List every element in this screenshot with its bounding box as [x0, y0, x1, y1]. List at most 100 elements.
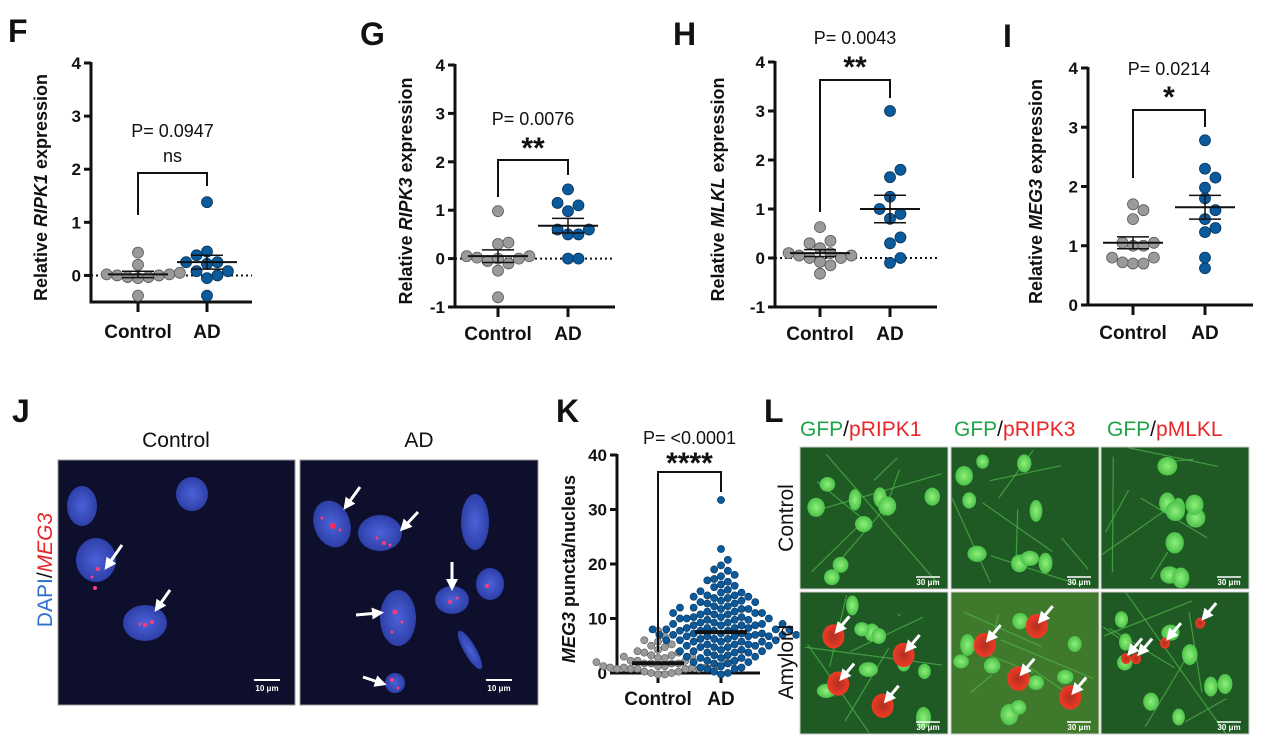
- y-axis-label-gene: MEG3: [1026, 179, 1046, 230]
- y-tick-label: 0: [436, 250, 445, 269]
- data-point-control: [814, 267, 826, 280]
- significance-label: ****: [666, 447, 713, 480]
- panel-label-h: H: [673, 16, 696, 52]
- chart-h: -1 0 1 2 3 4 Control AD Relative MLKL expression…: [708, 28, 937, 345]
- arrow-icon: [104, 544, 124, 570]
- data-point-control: [1148, 251, 1160, 264]
- significance-label: **: [843, 51, 867, 84]
- data-point-control: [492, 264, 504, 277]
- gfp-cell: [1172, 708, 1185, 726]
- neurite: [1101, 505, 1173, 555]
- image-background: [799, 446, 949, 590]
- data-point-ad: [676, 647, 684, 656]
- gfp-cell: [871, 628, 887, 644]
- neurite: [982, 502, 1053, 553]
- data-point-ad: [710, 575, 719, 583]
- l-row-label-amyloid: Amyloid: [775, 625, 798, 700]
- y-axis-label-suffix: expression: [31, 74, 51, 174]
- data-point-control: [803, 252, 816, 264]
- data-point-ad: [778, 630, 787, 639]
- gfp-cell: [1185, 494, 1204, 515]
- neurite: [951, 497, 992, 584]
- data-point-control: [660, 670, 669, 679]
- y-tick-label: 40: [588, 446, 607, 465]
- data-point-ad: [696, 635, 705, 643]
- data-point-ad: [730, 665, 739, 673]
- gfp-cell: [1172, 567, 1190, 589]
- gfp-cell: [1038, 552, 1053, 574]
- j-scale-bar-control: 10 μm: [255, 684, 278, 693]
- data-point-ad: [710, 651, 719, 660]
- data-point-ad: [201, 272, 213, 285]
- data-point-ad: [737, 654, 746, 662]
- data-point-ad: [696, 618, 705, 627]
- red-cell: [1131, 653, 1142, 665]
- neurite: [989, 465, 1062, 482]
- data-point-ad: [669, 620, 678, 628]
- neurite: [825, 453, 940, 586]
- gfp-cell: [1157, 456, 1178, 476]
- scale-bar-label: 30 μm: [1217, 723, 1240, 732]
- j-title-control: Control: [142, 429, 210, 452]
- data-point-ad: [689, 621, 698, 630]
- arrow-icon: [362, 675, 387, 687]
- data-point-control: [647, 669, 656, 677]
- data-point-ad: [669, 630, 678, 639]
- data-point-ad: [717, 545, 725, 553]
- y-tick-label: 4: [756, 53, 766, 72]
- gfp-cell: [924, 487, 941, 506]
- y-tick-label: 30: [588, 501, 607, 520]
- data-point-control: [647, 641, 656, 650]
- data-point-ad: [1199, 226, 1211, 239]
- data-point-ad: [717, 662, 725, 671]
- data-point-control: [619, 652, 628, 661]
- data-point-ad: [710, 659, 719, 668]
- data-point-ad: [676, 603, 684, 612]
- data-point-control: [606, 663, 615, 672]
- data-point-ad: [730, 607, 739, 616]
- data-point-ad: [730, 656, 739, 665]
- data-point-ad: [221, 265, 234, 278]
- data-point-ad: [689, 613, 698, 622]
- data-point-ad: [723, 651, 732, 660]
- data-point-ad: [696, 654, 705, 662]
- l-image-control-1: 30 μm: [799, 446, 949, 590]
- gfp-cell: [832, 556, 849, 573]
- chart-f: 0 1 2 3 4 Control AD Relative RIPK1 expression P…: [31, 54, 252, 343]
- data-point-ad: [730, 648, 739, 657]
- y-axis-label-gene: RIPK1: [31, 174, 51, 227]
- data-point-control: [824, 234, 837, 247]
- neurite: [1125, 446, 1219, 467]
- y-axis-label-suffix: expression: [396, 77, 416, 177]
- gfp-cell: [1028, 675, 1045, 691]
- data-point-ad: [717, 613, 725, 622]
- data-point-ad: [717, 572, 725, 581]
- y-axis-label: Relative MLKL expression: [708, 77, 728, 301]
- data-point-ad: [737, 613, 746, 622]
- scale-bar-label: 30 μm: [1217, 578, 1240, 587]
- x-tick-label-ad: AD: [554, 324, 581, 345]
- y-axis-label: Relative RIPK1 expression: [31, 74, 51, 301]
- arrow-icon: [343, 486, 362, 510]
- data-point-ad: [758, 609, 766, 617]
- gfp-cell: [1165, 501, 1185, 522]
- data-point-ad: [676, 636, 684, 645]
- arrow-icon: [154, 589, 172, 612]
- y-tick-label: 0: [1069, 296, 1078, 315]
- gfp-cell: [1012, 612, 1029, 630]
- data-point-ad: [764, 641, 773, 650]
- neurite: [844, 647, 890, 722]
- data-point-ad: [758, 629, 766, 638]
- gfp-cell: [918, 663, 931, 679]
- p-value: P= 0.0214: [1128, 59, 1211, 79]
- data-point-ad: [710, 618, 719, 627]
- scale-bar-label: 30 μm: [916, 578, 939, 587]
- data-point-control: [1137, 257, 1150, 270]
- data-point-control: [1106, 251, 1118, 264]
- data-point-ad: [723, 659, 732, 668]
- significance-bracket: [497, 159, 569, 197]
- x-tick-label-control: Control: [104, 322, 172, 343]
- scale-bar-label: 30 μm: [1067, 578, 1090, 587]
- data-point-ad: [744, 648, 753, 657]
- data-point-ad: [884, 171, 896, 184]
